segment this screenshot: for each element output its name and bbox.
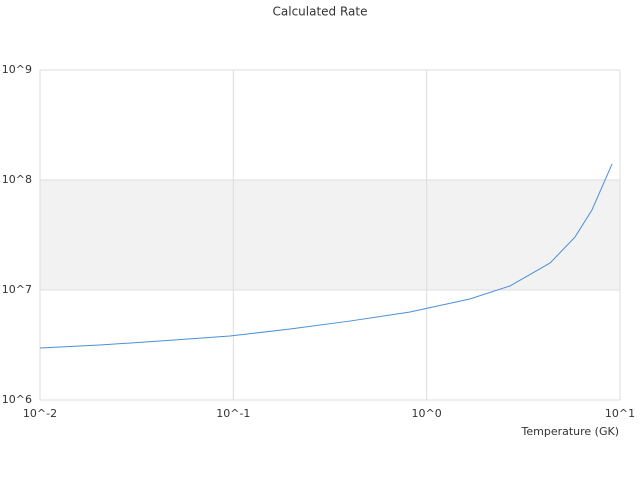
y-tick-label: 10^6 (2, 393, 32, 406)
x-tick-label: 10^-1 (216, 407, 250, 420)
x-axis-label: Temperature (GK) (521, 425, 620, 438)
y-tick-label: 10^9 (2, 63, 32, 76)
grid-band (40, 180, 620, 290)
x-tick-label: 10^1 (605, 407, 635, 420)
data-line (39, 163, 613, 349)
x-tick-label: 10^0 (412, 407, 442, 420)
x-tick-label: 10^-2 (23, 407, 57, 420)
chart-title: Calculated Rate (273, 5, 368, 19)
y-tick-label: 10^7 (2, 283, 32, 296)
y-tick-label: 10^8 (2, 173, 32, 186)
